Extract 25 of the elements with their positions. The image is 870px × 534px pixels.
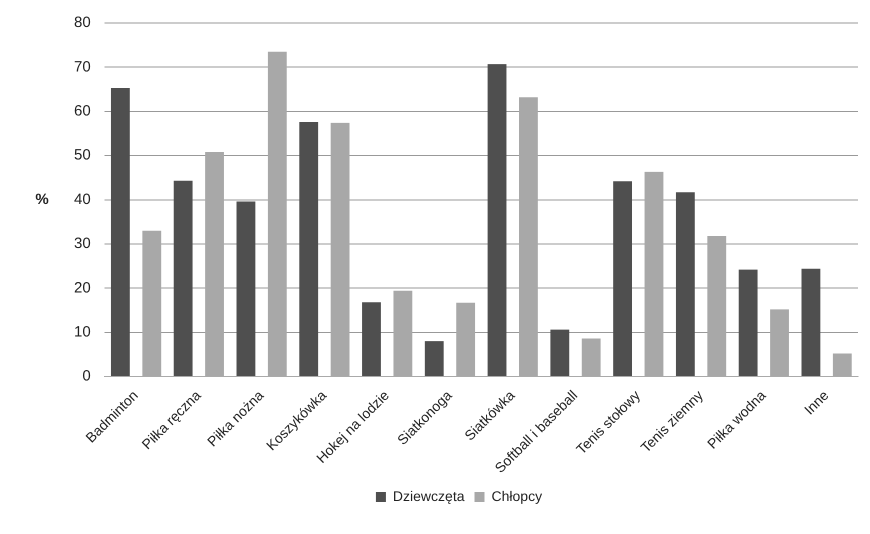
bar — [299, 122, 318, 376]
bar — [488, 64, 506, 376]
bar — [110, 88, 130, 376]
bar — [236, 202, 256, 376]
y-tick-label: 70 — [74, 58, 91, 76]
y-tick-label: 60 — [74, 102, 91, 120]
bar — [802, 268, 820, 376]
bar — [738, 270, 758, 376]
y-tick-label: 40 — [74, 190, 91, 208]
y-tick-label: 50 — [74, 146, 91, 164]
y-axis-title: % — [35, 190, 49, 208]
bar — [613, 181, 632, 376]
y-tick-label: 10 — [74, 323, 91, 340]
bar — [174, 180, 193, 376]
bar — [676, 192, 695, 376]
bar — [550, 330, 570, 376]
legend-label: Dziewczęta — [392, 488, 465, 504]
legend-label: Chłopcy — [492, 488, 542, 504]
y-tick-label: 20 — [74, 279, 91, 296]
bar — [424, 341, 444, 376]
x-tick-label: Inne — [800, 386, 832, 418]
bar — [362, 302, 381, 376]
y-tick-label: 0 — [82, 368, 91, 385]
y-tick-label: 80 — [74, 14, 91, 32]
y-tick-label: 30 — [74, 235, 91, 252]
